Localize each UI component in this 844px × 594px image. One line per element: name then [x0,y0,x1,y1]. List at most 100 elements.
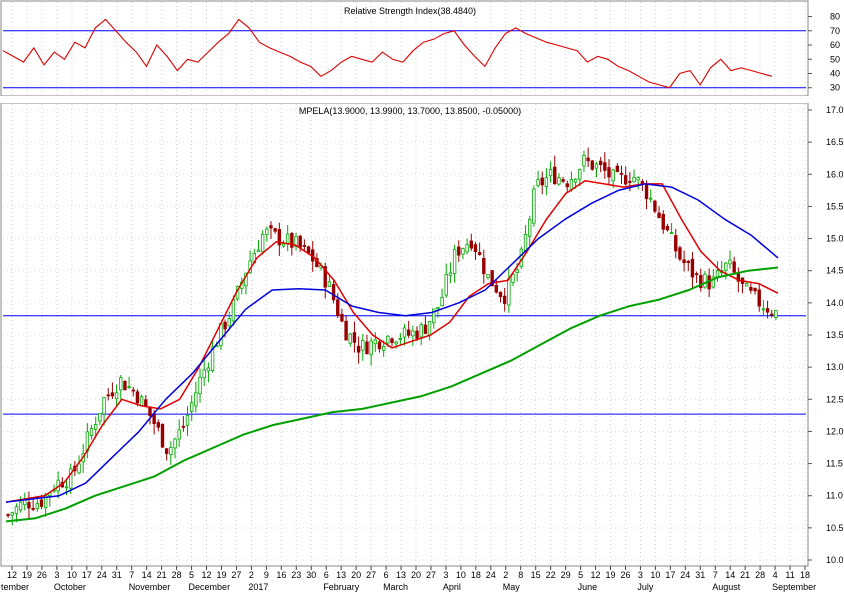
candle-down [31,508,35,510]
candle-up [745,283,749,287]
candle-down [144,399,148,407]
rsi-y-tick-label: 40 [830,68,840,78]
x-day-tick-label: 21 [157,570,167,580]
candle-down [603,162,607,171]
candle-down [340,313,344,322]
price-y-tick-label: 16.5 [826,137,844,147]
candle-down [494,284,499,293]
candle-down [490,270,494,287]
candle-up [761,308,766,311]
candle-down [590,160,595,170]
candle-up [35,503,39,509]
candle-down [561,179,565,182]
rsi-y-tick-label: 50 [830,54,840,64]
rsi-y-tick-label: 60 [830,40,840,50]
candle-up [198,376,202,395]
candle-up [173,438,177,449]
candle-up [515,269,519,273]
x-day-tick-label: 17 [82,570,92,580]
price-y-tick-label: 11.0 [826,491,843,501]
x-day-tick-label: 12 [591,570,601,580]
candle-up [669,232,674,234]
candle-up [724,262,728,271]
x-day-tick-label: 18 [800,570,810,580]
rsi-title: Relative Strength Index(38.4840) [344,6,476,16]
candle-down [160,423,165,448]
candle-up [94,424,98,430]
candle-up [381,345,386,352]
candle-up [285,233,290,244]
candle-up [569,179,574,191]
x-day-tick-label: 28 [755,570,765,580]
candle-up [14,506,19,514]
candle-up [177,429,181,440]
candle-up [18,501,23,511]
candle-down [699,275,703,289]
price-y-tick-label: 16.0 [826,169,844,179]
candle-up [64,486,69,489]
x-day-tick-label: 10 [456,570,466,580]
x-month-label: July [637,582,654,592]
candle-up [361,340,365,351]
x-day-tick-label: 30 [306,570,316,580]
x-day-tick-label: 20 [351,570,361,580]
candle-down [269,225,273,229]
x-day-tick-label: 18 [471,570,481,580]
candle-down [565,183,569,188]
x-day-tick-label: 22 [546,570,556,580]
price-y-axis: 17.0 16.5 16.0 15.5 15.0 14.5 14.0 13.5 13.0 12.5… [808,105,844,565]
x-day-tick-label: 19 [216,570,226,580]
candle-down [502,295,507,304]
candle-down [390,338,394,343]
x-month-label: October [54,582,86,592]
candle-up [10,512,14,516]
candle-down [110,392,115,397]
x-day-tick-label: 3 [54,570,59,580]
candle-down [106,394,110,397]
candle-up [394,341,398,345]
candle-up [711,276,716,288]
candle-up [369,340,373,356]
candle-up [715,270,720,278]
candle-down [6,514,10,516]
candle-up [98,413,102,422]
candle-up [386,335,390,344]
candle-down [365,341,369,355]
x-day-tick-label: 8 [518,570,523,580]
candle-up [452,248,457,274]
candle-up [578,169,582,180]
x-month-label: November [129,582,171,592]
x-day-tick-label: 29 [561,570,571,580]
candle-down [498,291,503,298]
candle-down [598,160,603,165]
moving-averages [5,179,779,523]
candle-down [765,308,770,313]
candle-down [377,341,382,350]
candle-down [682,259,686,264]
candle-down [757,289,761,307]
candle-up [373,339,378,345]
price-y-tick-label: 17.0 [826,105,844,115]
candle-down [477,252,482,256]
x-day-tick-label: 24 [97,570,107,580]
candle-up [265,228,269,235]
candle-down [356,345,361,353]
candle-up [202,369,206,379]
candle-up [227,317,231,327]
candle-down [135,391,140,404]
candle-down [619,172,624,175]
candle-up [411,330,415,337]
x-month-label: August [712,582,741,592]
x-month-label: May [503,582,521,592]
x-day-tick-label: 5 [578,570,583,580]
candle-down [302,245,307,247]
candle-down [457,246,461,256]
candle-up [206,367,211,372]
candle-down [623,175,628,185]
x-day-tick-label: 20 [411,570,421,580]
candle-up [594,163,599,169]
candle-up [427,321,432,336]
candle-down [644,184,649,200]
x-day-tick-label: 27 [366,570,376,580]
